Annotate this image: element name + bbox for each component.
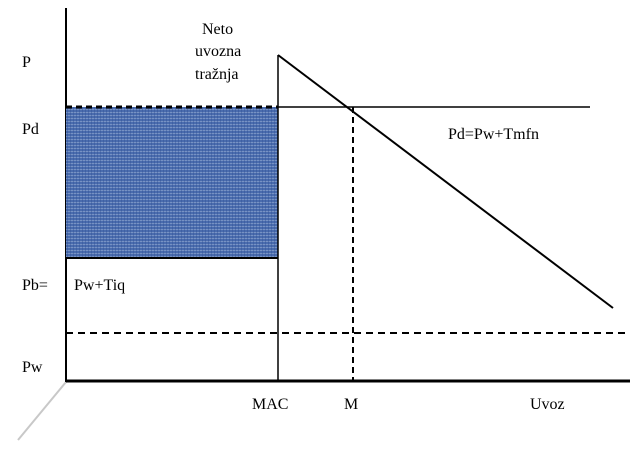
curve-title-line3: tražnja [195,66,239,83]
label-m: M [344,396,358,413]
label-pb: Pb= [22,277,48,294]
curve-title-line1: Neto [202,21,233,38]
shaded-area [66,107,278,258]
origin-shadow-line [17,381,67,441]
import-demand-curve [277,54,614,309]
tariff-line-label: Pd=Pw+Tmfn [448,126,539,143]
label-p: P [22,54,31,71]
label-pw: Pw [22,359,43,376]
label-pd: Pd [22,121,39,138]
quota-price-label: Pw+Tiq [74,277,125,294]
curve-title-line2: uvozna [195,43,241,60]
label-uvoz: Uvoz [530,396,565,413]
label-mac: MAC [252,396,288,413]
